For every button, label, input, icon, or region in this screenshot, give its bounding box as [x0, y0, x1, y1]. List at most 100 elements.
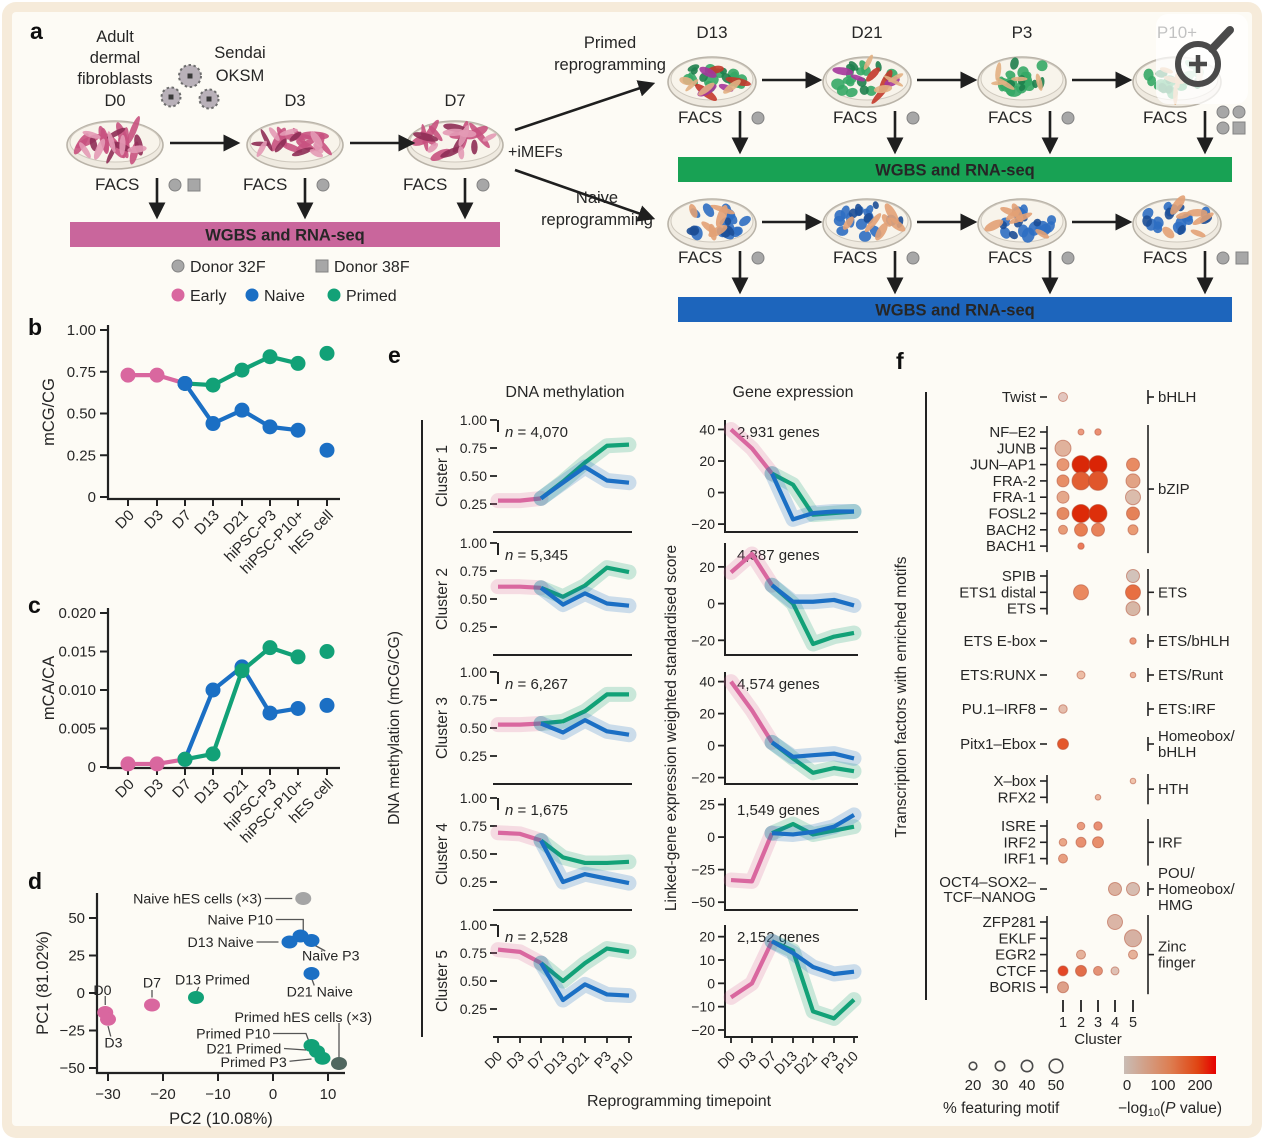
sendai-virus-icon [198, 88, 220, 110]
svg-text:Primed P10: Primed P10 [196, 1027, 270, 1043]
motif-dot [1058, 838, 1068, 847]
svg-text:D3: D3 [104, 1036, 122, 1052]
motif-dot [1074, 522, 1088, 537]
svg-text:FACS: FACS [1143, 248, 1187, 267]
svg-text:20: 20 [699, 929, 715, 945]
svg-text:D0: D0 [104, 92, 125, 110]
motif-dot [1075, 836, 1087, 848]
svg-text:D21 Naive: D21 Naive [287, 985, 353, 1001]
panel-e-charts: DNA methylation Gene expression DNA methyl… [386, 384, 862, 1110]
motif-dot [1126, 569, 1140, 583]
motif-dot [1077, 428, 1085, 436]
svg-text:200: 200 [1187, 1077, 1212, 1094]
svg-text:SPIB: SPIB [1002, 568, 1036, 585]
panel-b-label: b [28, 314, 43, 340]
motif-dot [1057, 981, 1069, 994]
pca-point [188, 991, 204, 1004]
svg-text:−30: −30 [95, 1086, 120, 1103]
pca-point [144, 998, 160, 1012]
svg-text:P3: P3 [1012, 23, 1033, 42]
svg-text:0: 0 [707, 596, 715, 612]
svg-text:4: 4 [1111, 1015, 1119, 1031]
svg-text:ETS1 distal: ETS1 distal [959, 584, 1036, 601]
svg-text:0.75: 0.75 [460, 692, 487, 708]
svg-text:50: 50 [68, 910, 85, 927]
svg-text:D7: D7 [143, 976, 161, 992]
motif-dot [1110, 966, 1120, 976]
svg-text:ISRE: ISRE [1001, 818, 1036, 835]
svg-text:% featuring motif: % featuring motif [943, 1100, 1060, 1117]
culture-dish [1132, 195, 1222, 250]
svg-text:20: 20 [699, 706, 715, 722]
svg-text:0.020: 0.020 [58, 605, 96, 622]
panel-c-label: c [28, 592, 41, 618]
motif-dot [1107, 914, 1123, 930]
panel-d-chart: 50 25 0 −25 −50 −30 −20 −10 0 10 PC1 (81.02%) PC2 (… [34, 892, 372, 1129]
pca-point [295, 892, 312, 905]
svg-text:D7: D7 [444, 92, 465, 110]
motif-dot [1124, 929, 1142, 948]
motif-dot [1127, 524, 1139, 536]
svg-text:Adult: Adult [96, 28, 134, 46]
svg-text:FACS: FACS [95, 175, 139, 194]
svg-text:0: 0 [269, 1086, 277, 1103]
svg-text:Homeobox/: Homeobox/ [1158, 881, 1236, 898]
svg-text:X–box: X–box [993, 773, 1036, 790]
svg-text:PC1 (81.02%): PC1 (81.02%) [34, 931, 52, 1035]
svg-text:−20: −20 [691, 770, 715, 786]
svg-text:n = 4,070: n = 4,070 [505, 424, 568, 441]
svg-text:0.25: 0.25 [460, 748, 487, 764]
svg-text:FACS: FACS [833, 108, 877, 127]
motif-dot [1125, 473, 1141, 489]
svg-text:0.25: 0.25 [460, 619, 487, 635]
assay-bar [678, 297, 1232, 322]
svg-text:Cluster 5: Cluster 5 [434, 950, 451, 1012]
motif-dot [1057, 738, 1069, 750]
svg-text:bHLH: bHLH [1158, 744, 1196, 761]
svg-text:D13: D13 [191, 776, 222, 807]
svg-text:D0: D0 [112, 507, 138, 533]
motif-dot [1056, 458, 1070, 472]
svg-text:0.010: 0.010 [58, 682, 96, 699]
motif-dot [1093, 821, 1103, 831]
svg-text:0.25: 0.25 [460, 496, 487, 512]
motif-dot [1058, 704, 1068, 714]
motif-dot [1076, 821, 1086, 831]
svg-text:FRA-2: FRA-2 [993, 473, 1036, 490]
svg-text:reprogramming: reprogramming [554, 56, 666, 74]
motif-dot [1126, 882, 1140, 896]
magnifier-icon [1175, 26, 1234, 87]
pca-point [281, 935, 298, 949]
svg-text:n = 6,267: n = 6,267 [505, 676, 568, 693]
svg-text:Naive P10: Naive P10 [208, 913, 274, 929]
zoom-overlay-button[interactable] [1156, 14, 1248, 104]
svg-text:Cluster 3: Cluster 3 [434, 697, 451, 759]
svg-text:50: 50 [1048, 1077, 1065, 1094]
svg-text:Sendai: Sendai [214, 44, 265, 62]
svg-text:−50: −50 [60, 1060, 85, 1077]
svg-text:D3: D3 [141, 776, 167, 802]
svg-text:0.015: 0.015 [58, 644, 96, 661]
motif-dot [1056, 490, 1070, 504]
svg-text:IRF1: IRF1 [1003, 851, 1036, 868]
motif-dot [1129, 777, 1137, 785]
svg-text:1.00: 1.00 [67, 322, 96, 339]
culture-dish [246, 120, 344, 170]
svg-text:4,574 genes: 4,574 genes [737, 676, 820, 693]
svg-text:Reprogramming timepoint: Reprogramming timepoint [587, 1093, 772, 1110]
svg-text:Gene expression: Gene expression [733, 384, 854, 401]
svg-text:5: 5 [1129, 1015, 1137, 1031]
assay-bar [678, 157, 1232, 182]
svg-text:0.50: 0.50 [460, 846, 487, 862]
svg-text:D0: D0 [481, 1048, 505, 1072]
svg-text:0.50: 0.50 [460, 468, 487, 484]
svg-text:0.75: 0.75 [460, 945, 487, 961]
svg-text:RFX2: RFX2 [998, 789, 1036, 806]
svg-text:CTCF: CTCF [996, 963, 1036, 980]
svg-text:1: 1 [1059, 1015, 1067, 1031]
svg-text:0.25: 0.25 [460, 874, 487, 890]
motif-dot [1073, 584, 1089, 601]
motif-dot [1091, 522, 1105, 537]
